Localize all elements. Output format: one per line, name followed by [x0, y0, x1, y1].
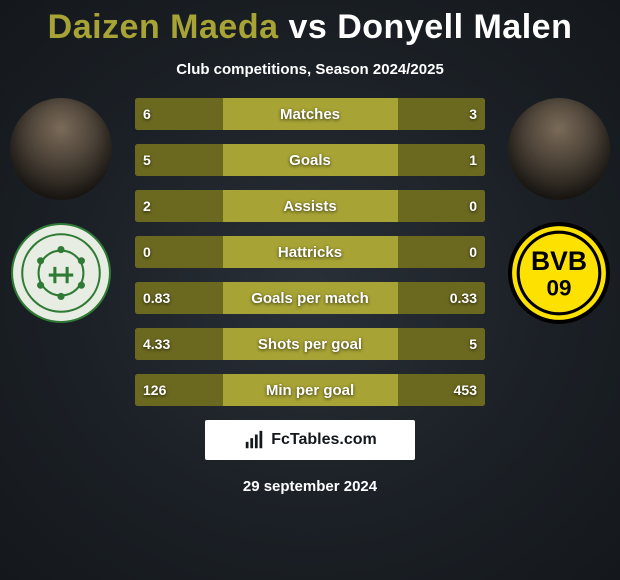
stat-bar-right	[385, 282, 485, 314]
stat-row: Goals51	[135, 144, 485, 176]
comparison-stage: BVB 09 Matches63 Goals51 Assists20 Hattrick…	[0, 98, 620, 406]
date-text: 29 september 2024	[0, 478, 620, 495]
svg-text:BVB: BVB	[531, 246, 587, 276]
player1-avatar	[10, 98, 112, 200]
stat-bar-center	[223, 98, 398, 130]
bvb-crest: BVB 09	[508, 222, 610, 324]
player2-name: Donyell Malen	[337, 8, 572, 46]
stat-bar-center	[223, 282, 398, 314]
stat-bar-center	[223, 144, 398, 176]
brand-text: FcTables.com	[271, 431, 377, 449]
svg-text:09: 09	[547, 275, 572, 300]
stat-row: Shots per goal4.335	[135, 328, 485, 360]
page-title: Daizen Maeda vs Donyell Malen	[0, 0, 620, 47]
stat-row: Hattricks00	[135, 236, 485, 268]
chart-icon	[243, 429, 265, 451]
celtic-crest	[10, 222, 112, 324]
stat-bar-left	[135, 374, 211, 406]
stat-row: Assists20	[135, 190, 485, 222]
stat-bar-right	[427, 144, 485, 176]
stat-bar-center	[223, 190, 398, 222]
stat-bar-center	[223, 328, 398, 360]
stat-bars: Matches63 Goals51 Assists20 Hattricks00 Goal…	[135, 98, 485, 406]
subtitle: Club competitions, Season 2024/2025	[0, 61, 620, 78]
player2-avatar	[508, 98, 610, 200]
player2-column: BVB 09	[504, 98, 614, 324]
stat-row: Min per goal126453	[135, 374, 485, 406]
stat-bar-center	[223, 374, 398, 406]
stat-bar-center	[223, 236, 398, 268]
brand-badge: FcTables.com	[205, 420, 415, 460]
player1-column	[6, 98, 116, 324]
stat-row: Matches63	[135, 98, 485, 130]
stat-row: Goals per match0.830.33	[135, 282, 485, 314]
player1-name: Daizen Maeda	[48, 8, 279, 46]
vs-text: vs	[288, 8, 327, 46]
